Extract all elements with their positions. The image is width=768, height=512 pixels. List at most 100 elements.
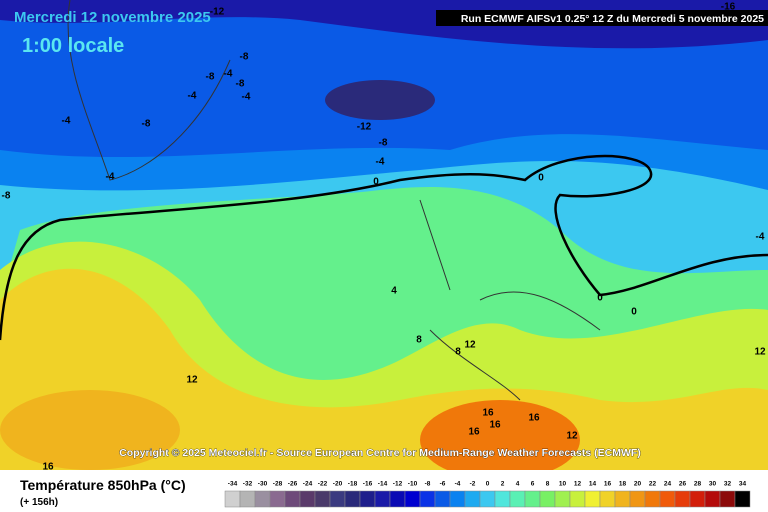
legend-swatch (449, 490, 466, 508)
contour-label: -4 (62, 116, 71, 127)
contour-label: -8 (142, 119, 151, 130)
legend-tick-label: 2 (501, 481, 505, 488)
contour-label: 12 (754, 347, 766, 358)
legend-swatch (494, 490, 511, 508)
contour-label: -4 (188, 91, 197, 102)
contour-label: 12 (464, 340, 476, 351)
contour-label: 0 (538, 173, 544, 184)
legend-tick-label: -30 (258, 481, 268, 488)
legend-tick-label: -6 (440, 481, 446, 488)
legend-swatch (704, 490, 721, 508)
cold-core (325, 80, 435, 120)
legend-swatch (464, 490, 481, 508)
legend-tick-label: 16 (604, 481, 612, 488)
contour-label: -8 (206, 72, 215, 83)
legend-tick-label: -34 (228, 481, 238, 488)
legend-swatch (509, 490, 526, 508)
contour-label: 16 (482, 408, 494, 419)
legend-tick-label: 30 (709, 481, 717, 488)
legend-tick-label: -14 (378, 481, 388, 488)
copyright: Copyright © 2025 Meteociel.fr - Source E… (119, 447, 641, 459)
legend-swatch (719, 490, 736, 508)
contour-label: 16 (42, 462, 54, 473)
legend-swatch (434, 490, 451, 508)
legend-swatch (674, 490, 691, 508)
legend-tick-label: 8 (546, 481, 550, 488)
legend-swatch (314, 490, 331, 508)
legend-tick-label: -24 (303, 481, 313, 488)
contour-label: 8 (416, 335, 422, 346)
legend-tick-label: -2 (470, 481, 476, 488)
contour-label: -12 (357, 122, 372, 133)
legend-swatch (659, 490, 676, 508)
contour-label: -4 (242, 92, 251, 103)
legend-swatch (689, 490, 706, 508)
warm-core (420, 400, 580, 480)
map-date: Mercredi 12 novembre 2025 (14, 9, 211, 26)
legend-tick-label: 12 (574, 481, 582, 488)
contour-label: -16 (721, 2, 736, 13)
legend-tick-label: -26 (288, 481, 298, 488)
contour-label: 16 (528, 413, 540, 424)
legend-swatch (614, 490, 631, 508)
legend-subtitle: (+ 156h) (20, 497, 58, 508)
contour-label: -8 (236, 79, 245, 90)
contour-label: -4 (224, 69, 233, 80)
coastline (67, 0, 231, 181)
run-box (436, 10, 768, 26)
legend-tick-label: 24 (664, 481, 672, 488)
local-time: 1:00 locale (22, 35, 124, 57)
legend-swatch (599, 490, 616, 508)
contour-label: -12 (210, 7, 225, 18)
contour-label: 0 (373, 177, 379, 188)
legend-swatch (254, 490, 271, 508)
legend-swatch (584, 490, 601, 508)
legend-tick-label: 4 (516, 481, 520, 488)
contour-label: 12 (566, 431, 578, 442)
legend-tick-label: -10 (408, 481, 418, 488)
legend-tick-label: 6 (531, 481, 535, 488)
legend-swatch (644, 490, 661, 508)
run-info: Run ECMWF AIFSv1 0.25° 12 Z du Mercredi … (461, 13, 764, 25)
zero-isotherm (0, 154, 768, 341)
legend-tick-label: 0 (486, 481, 490, 488)
legend-swatch (479, 490, 496, 508)
legend-title: Température 850hPa (°C) (20, 477, 186, 493)
legend-swatch (284, 490, 301, 508)
legend-tick-label: 10 (559, 481, 567, 488)
warm-zone (0, 390, 180, 470)
contour-label: 0 (631, 307, 637, 318)
legend-swatch (569, 490, 586, 508)
legend-tick-label: 22 (649, 481, 657, 488)
contour-label: 16 (468, 427, 480, 438)
legend-swatch (404, 490, 421, 508)
legend-swatch (329, 490, 346, 508)
legend-swatch (539, 490, 556, 508)
legend-tick-label: -8 (425, 481, 431, 488)
contour-label: -4 (376, 157, 385, 168)
legend-swatch (629, 490, 646, 508)
legend-tick-label: -22 (318, 481, 328, 488)
legend-tick-label: 20 (634, 481, 642, 488)
contour-label: -8 (379, 138, 388, 149)
legend-swatch (374, 490, 391, 508)
legend-tick-label: 26 (679, 481, 687, 488)
legend-tick-label: -28 (273, 481, 283, 488)
legend-tick-label: -16 (363, 481, 373, 488)
legend-swatch (359, 490, 376, 508)
legend-tick-label: 34 (739, 481, 747, 488)
legend-swatch (224, 490, 241, 508)
legend-tick-label: 32 (724, 481, 732, 488)
legend-tick-label: -20 (333, 481, 343, 488)
legend-swatch (419, 490, 436, 508)
legend-tick-label: 28 (694, 481, 702, 488)
legend-swatch (734, 490, 751, 508)
legend-swatch (239, 490, 256, 508)
legend-tick-label: -4 (455, 481, 461, 488)
legend-tick-label: -18 (348, 481, 358, 488)
contour-label: 0 (597, 293, 603, 304)
legend-swatch (554, 490, 571, 508)
legend-swatch (269, 490, 286, 508)
